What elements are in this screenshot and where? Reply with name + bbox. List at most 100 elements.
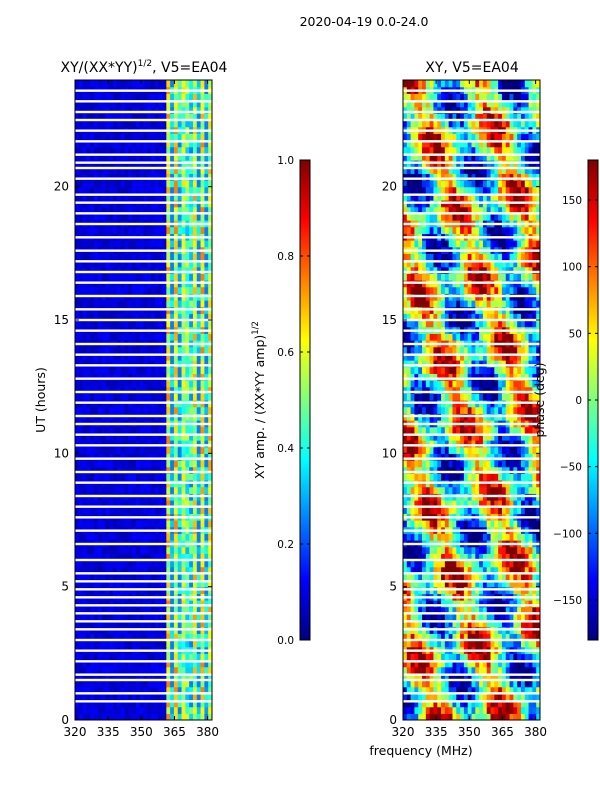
phase-cell — [406, 573, 412, 581]
phase-cell — [425, 666, 431, 674]
phase-cell — [490, 546, 495, 554]
amp-cell — [105, 253, 110, 261]
phase-cell — [456, 620, 461, 628]
phase-cell — [422, 506, 427, 514]
amp-cell — [208, 260, 212, 268]
amp-cell — [124, 560, 129, 568]
phase-cell — [490, 506, 495, 514]
amp-cell — [109, 653, 114, 661]
amp-cell — [162, 380, 167, 388]
amp-cell — [170, 380, 175, 388]
amp-cell — [90, 273, 95, 281]
amp-cell — [94, 166, 99, 174]
amp-cell — [177, 146, 183, 154]
amp-cell — [78, 506, 84, 514]
amp-cell — [204, 433, 209, 441]
amp-cell — [139, 173, 145, 181]
amp-cell — [151, 406, 156, 414]
amp-cell — [192, 446, 198, 454]
amp-cell — [86, 506, 91, 514]
amp-cell — [177, 473, 183, 481]
amp-cell — [101, 380, 107, 388]
amp-cell — [90, 666, 95, 674]
amp-cell — [185, 153, 190, 161]
amp-cell — [90, 186, 95, 194]
amp-cell — [173, 153, 179, 161]
amp-cell — [185, 140, 190, 148]
amp-cell — [97, 633, 103, 641]
amp-cell — [143, 660, 148, 668]
phase-cell — [429, 566, 435, 574]
phase-cell — [532, 560, 537, 568]
amp-cell — [170, 193, 175, 201]
amp-cell — [90, 366, 95, 374]
amp-cell — [90, 113, 95, 121]
phase-cell — [418, 673, 423, 681]
phase-cell — [471, 713, 476, 720]
amp-cell — [154, 360, 160, 368]
amp-cell — [86, 93, 91, 101]
amp-cell — [170, 300, 175, 308]
phase-cell — [403, 673, 408, 681]
amp-cell — [82, 353, 88, 361]
amp-cell — [109, 353, 114, 361]
amp-cell — [189, 300, 194, 308]
phase-cell — [486, 640, 492, 648]
amp-cell — [189, 180, 194, 188]
amp-cell — [143, 360, 148, 368]
amp-cell — [204, 653, 209, 661]
amp-cell — [90, 93, 95, 101]
amp-cell — [90, 620, 95, 628]
phase-cell — [501, 553, 507, 561]
amp-cell — [86, 653, 91, 661]
amp-cell — [128, 466, 133, 474]
phase-cell — [482, 706, 488, 714]
amp-cell — [192, 133, 198, 141]
amp-cell — [181, 426, 186, 434]
amp-cell — [113, 366, 118, 374]
amp-cell — [116, 253, 122, 261]
amp-cell — [105, 433, 110, 441]
amp-cell — [120, 440, 126, 448]
phase-cell — [437, 606, 442, 614]
amp-cell — [200, 566, 205, 574]
phase-cell — [501, 613, 507, 621]
amp-cell — [113, 560, 118, 568]
amp-cell — [143, 520, 148, 528]
amp-cell — [196, 106, 202, 114]
amp-cell — [154, 666, 160, 674]
amp-cell — [147, 453, 152, 461]
amp-cell — [82, 240, 88, 248]
amp-cell — [116, 113, 122, 121]
amp-cell — [170, 366, 175, 374]
amp-cell — [147, 360, 152, 368]
phase-cell — [433, 546, 438, 554]
amp-cell — [101, 433, 107, 441]
phase-cell — [475, 613, 480, 621]
amp-cell — [113, 146, 118, 154]
phase-cell — [498, 600, 503, 608]
amp-cell — [143, 706, 148, 714]
amp-cell — [147, 266, 152, 274]
amp-cell — [170, 546, 175, 554]
amp-cell — [185, 133, 190, 141]
amp-cell — [120, 193, 126, 201]
amp-cell — [94, 693, 99, 701]
amp-cell — [82, 706, 88, 714]
amp-cell — [147, 520, 152, 528]
amp-cell — [166, 140, 171, 148]
phase-cell — [482, 686, 488, 694]
amp-cell — [192, 533, 198, 541]
amp-cell — [128, 173, 133, 181]
amp-cell — [158, 680, 164, 688]
amp-cell — [189, 433, 194, 441]
phase-cell — [422, 546, 427, 554]
amp-cell — [78, 240, 84, 248]
phase-cell — [498, 613, 503, 621]
phase-cell — [498, 713, 503, 720]
amp-cell — [97, 93, 103, 101]
amp-cell — [208, 186, 212, 194]
amp-cell — [109, 533, 114, 541]
amp-cell — [177, 286, 183, 294]
amp-cell — [105, 100, 110, 108]
